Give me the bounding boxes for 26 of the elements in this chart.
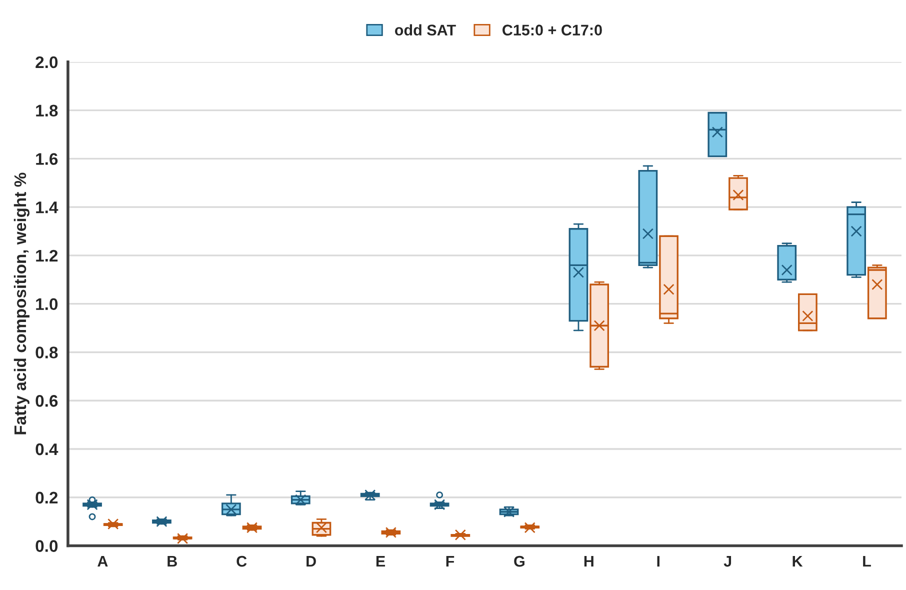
y-tick-label: 1.6 bbox=[36, 153, 58, 165]
y-tick-label: 0.6 bbox=[36, 395, 58, 407]
legend-label: C15:0 + C17:0 bbox=[502, 24, 602, 36]
legend-label: odd SAT bbox=[394, 24, 456, 36]
y-tick-label: 1.8 bbox=[36, 104, 58, 117]
y-tick-label: 0.2 bbox=[36, 492, 58, 504]
x-tick-label: D bbox=[306, 556, 316, 567]
y-tick-label: 2.0 bbox=[36, 56, 58, 68]
x-tick-label: C bbox=[236, 556, 247, 567]
x-tick-label: J bbox=[724, 556, 732, 567]
y-axis-title: Fatty acid composition, weight % bbox=[14, 172, 30, 434]
y-tick-label: 1.2 bbox=[36, 250, 58, 262]
y-tick-label: 1.4 bbox=[36, 202, 58, 214]
x-tick-label: H bbox=[584, 556, 594, 567]
y-tick-label: 0.0 bbox=[36, 540, 58, 552]
x-tick-label: L bbox=[863, 556, 871, 567]
y-tick-label: 0.8 bbox=[36, 346, 58, 358]
y-tick-label: 0.4 bbox=[36, 443, 58, 456]
x-tick-label: G bbox=[514, 556, 524, 567]
x-tick-label: E bbox=[376, 556, 386, 567]
x-tick-label: A bbox=[98, 556, 108, 567]
x-tick-label: B bbox=[168, 556, 177, 567]
x-tick-label: I bbox=[657, 556, 660, 567]
y-tick-label: 1.0 bbox=[36, 298, 58, 310]
x-tick-label: K bbox=[792, 556, 803, 567]
x-tick-label: F bbox=[446, 556, 454, 567]
